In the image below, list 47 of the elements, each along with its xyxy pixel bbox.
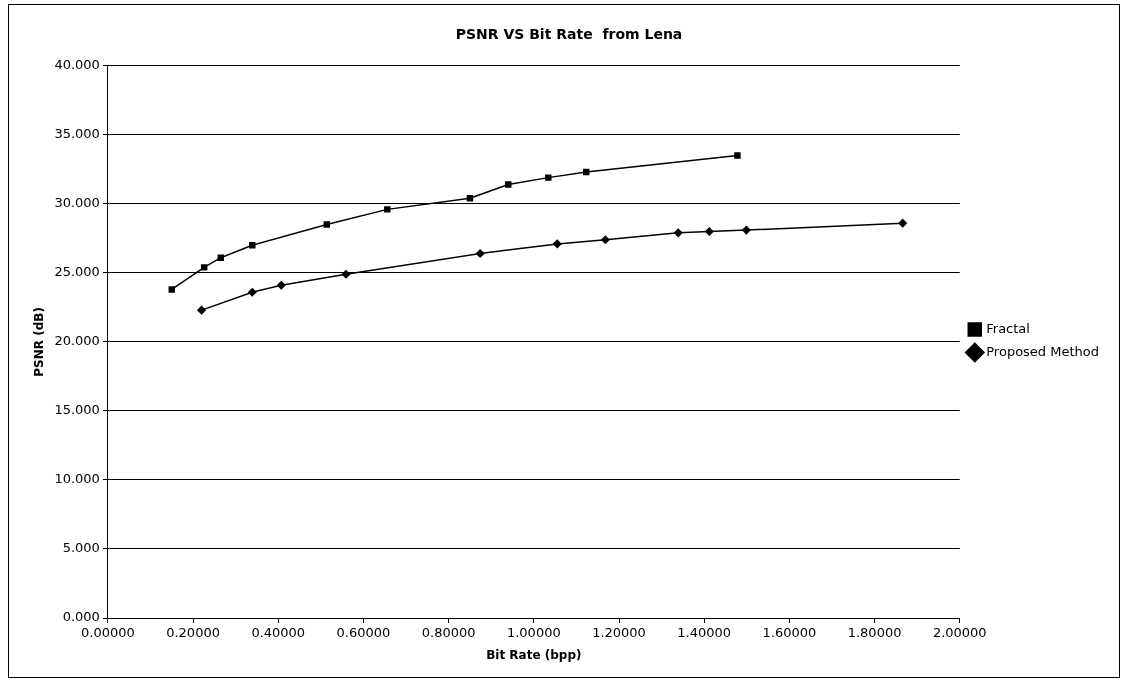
y-tick-label: 0.000	[62, 609, 100, 625]
legend-label: Fractal	[986, 320, 1030, 336]
point	[742, 225, 751, 235]
point	[323, 221, 331, 228]
point	[197, 305, 206, 315]
y-tick-label: 40.000	[54, 57, 100, 73]
x-axis-title: Bit Rate (bpp)	[486, 647, 582, 662]
point	[276, 281, 286, 290]
x-tick-label: 0.20000	[166, 625, 220, 641]
x-tick-label: 1.00000	[506, 625, 561, 641]
chart-title: PSNR VS Bit Rate from Lena	[455, 26, 683, 43]
y-tick-label: 10.000	[54, 471, 100, 487]
x-tick-label: 2.00000	[932, 625, 987, 641]
x-tick-label: 1.40000	[677, 625, 732, 641]
point	[601, 235, 610, 244]
y-tick-label: 20.000	[54, 333, 100, 349]
x-tick-label: 1.80000	[847, 625, 902, 641]
x-tick-label: 0.60000	[336, 625, 391, 641]
x-tick-label: 0.40000	[251, 625, 306, 641]
x-tick-label: 1.20000	[592, 625, 646, 641]
point	[673, 228, 683, 238]
point	[341, 270, 351, 279]
point	[217, 254, 224, 261]
point	[582, 168, 590, 176]
point	[249, 242, 256, 249]
point	[248, 287, 257, 297]
y-tick-label: 15.000	[54, 402, 100, 418]
point	[553, 239, 562, 249]
point	[168, 286, 175, 293]
y-tick-label: 25.000	[54, 264, 100, 280]
point	[200, 264, 208, 271]
point	[466, 195, 474, 202]
x-tick-label: 0.00000	[81, 625, 135, 641]
point	[705, 227, 714, 236]
point	[475, 249, 485, 258]
y-tick-label: 5.000	[62, 540, 100, 556]
x-tick-label: 1.60000	[762, 625, 817, 641]
y-tick-label: 30.000	[54, 195, 100, 211]
y-tick-label: 35.000	[54, 126, 100, 142]
y-axis-title: PSNR (dB)	[32, 307, 47, 377]
point	[545, 174, 552, 181]
point	[505, 181, 512, 188]
point	[384, 206, 391, 213]
x-tick-label: 0.80000	[421, 625, 476, 641]
point	[734, 152, 741, 159]
legend-label: Proposed Method	[986, 343, 1100, 359]
point	[898, 218, 907, 228]
